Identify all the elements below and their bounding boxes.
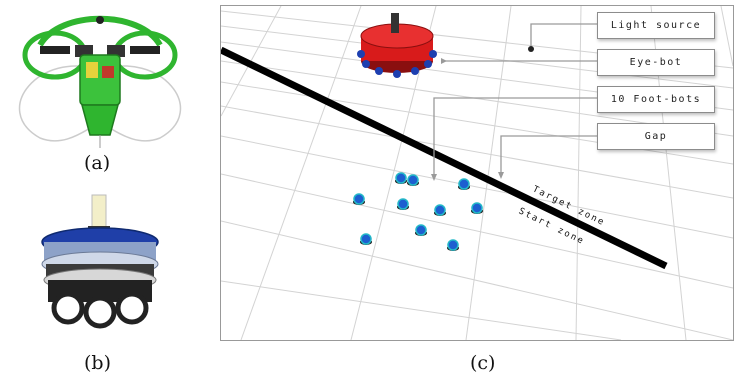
foot-bot	[395, 172, 407, 184]
foot-bot-photo	[30, 190, 180, 335]
foot-bot-drawing	[41, 194, 159, 329]
label-foot-bots: 10 Foot-bots	[597, 86, 715, 113]
eye-bot-photo	[0, 0, 200, 150]
label-light-source: Light source	[597, 12, 715, 39]
eye-bot-drawing	[18, 15, 182, 148]
label-gap: Gap	[597, 123, 715, 150]
eye-bot-model	[357, 13, 437, 78]
foot-bot	[458, 178, 470, 190]
foot-bot	[407, 174, 419, 186]
label-light-source-text: Light source	[610, 20, 702, 31]
foot-bot	[397, 198, 409, 210]
caption-b: (b)	[84, 352, 111, 374]
foot-bot	[360, 233, 372, 245]
floor-grid	[221, 6, 733, 340]
simulation-scene: Light source Eye-bot 10 Foot-bots Gap Ta…	[220, 5, 734, 341]
label-eye-bot-text: Eye-bot	[629, 57, 683, 68]
light-source-marker	[528, 46, 534, 52]
caption-a: (a)	[84, 152, 111, 174]
caption-c: (c)	[470, 352, 496, 374]
gap-line	[221, 46, 668, 270]
foot-bot	[353, 193, 365, 205]
foot-bot	[434, 204, 446, 216]
foot-bot	[447, 239, 459, 251]
foot-bot	[415, 224, 427, 236]
callout-leaders	[433, 23, 597, 176]
label-foot-bots-text: 10 Foot-bots	[610, 94, 702, 105]
foot-bot	[471, 202, 483, 214]
label-eye-bot: Eye-bot	[597, 49, 715, 76]
label-gap-text: Gap	[644, 131, 668, 142]
foot-bots-group	[353, 172, 483, 251]
scene-canvas	[221, 6, 733, 340]
